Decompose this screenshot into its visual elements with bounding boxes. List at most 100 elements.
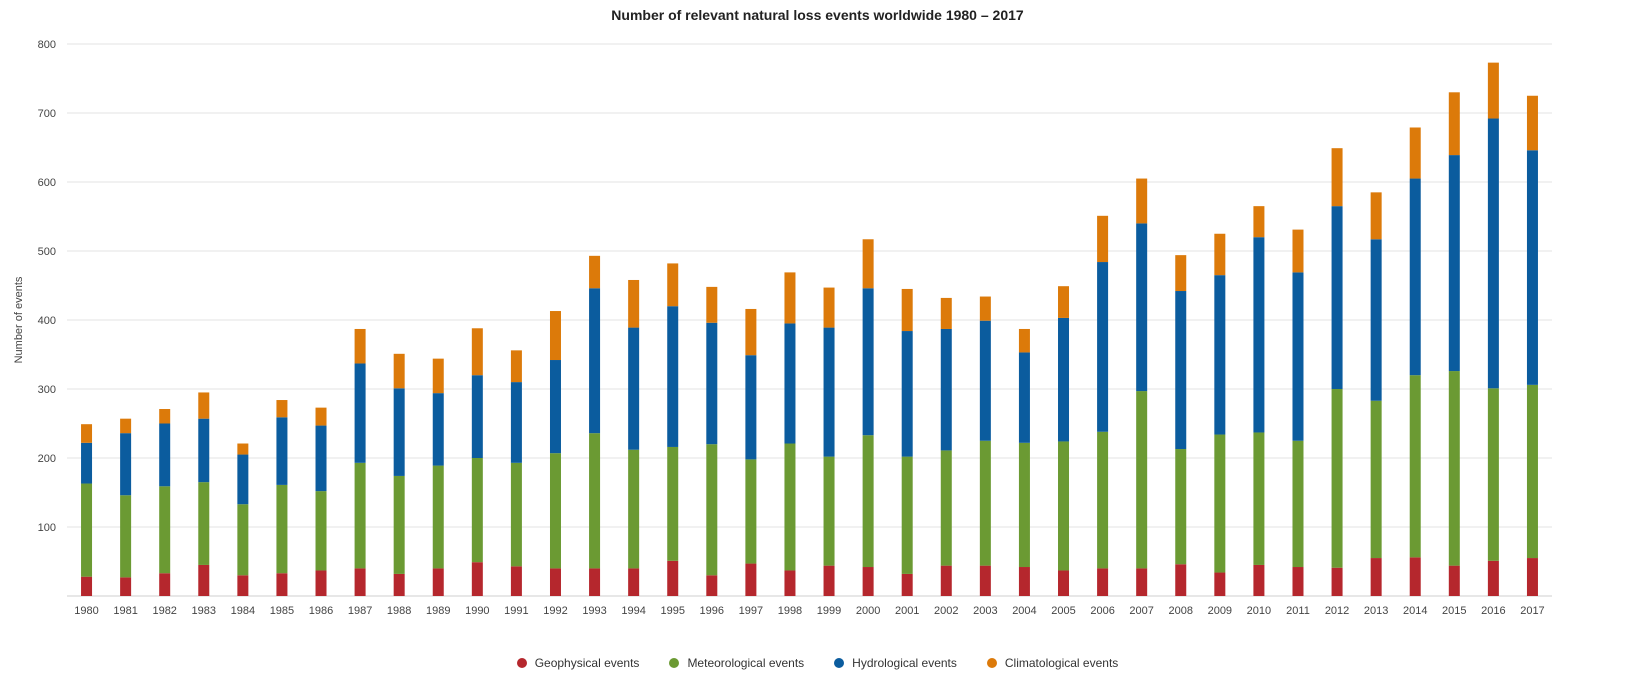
- bar-geophysical-events-1988: [393, 573, 405, 596]
- bar-climatological-events-2010: [1253, 206, 1265, 238]
- y-axis-title: Number of events: [13, 276, 25, 363]
- bar-climatological-events-2011: [1292, 229, 1304, 273]
- bar-climatological-events-2009: [1214, 233, 1226, 276]
- bar-geophysical-events-2000: [862, 567, 874, 596]
- x-tick-label: 2016: [1481, 605, 1505, 617]
- bar-meteorological-events-2016: [1487, 388, 1499, 561]
- bar-hydrological-events-1996: [706, 322, 718, 445]
- bar-geophysical-events-1983: [198, 564, 210, 596]
- x-tick-label: 2005: [1051, 605, 1075, 617]
- legend-label: Geophysical events: [534, 656, 640, 670]
- bar-geophysical-events-2004: [1018, 567, 1030, 596]
- x-tick-label: 1998: [778, 605, 802, 617]
- x-tick-label: 2015: [1442, 605, 1466, 617]
- bar-geophysical-events-2003: [979, 565, 991, 596]
- bar-climatological-events-2008: [1175, 255, 1187, 292]
- bar-climatological-events-1997: [745, 308, 757, 356]
- x-tick-label: 1999: [817, 605, 841, 617]
- x-tick-label: 2007: [1129, 605, 1153, 617]
- bar-meteorological-events-1994: [628, 449, 640, 569]
- bar-hydrological-events-2011: [1292, 272, 1304, 441]
- bar-geophysical-events-1992: [549, 568, 561, 596]
- bar-hydrological-events-2004: [1018, 352, 1030, 443]
- legend-item-climatological-events[interactable]: Climatological events: [986, 656, 1119, 670]
- bar-geophysical-events-1994: [628, 568, 640, 596]
- bar-geophysical-events-2002: [940, 565, 952, 596]
- legend-item-hydrological-events[interactable]: Hydrological events: [834, 656, 957, 670]
- bar-climatological-events-1985: [276, 400, 288, 418]
- bar-climatological-events-1981: [120, 418, 132, 434]
- bar-geophysical-events-2006: [1097, 568, 1109, 596]
- bar-meteorological-events-1995: [667, 446, 679, 561]
- bar-meteorological-events-1980: [81, 483, 93, 577]
- bar-climatological-events-2005: [1058, 286, 1070, 318]
- bar-geophysical-events-2011: [1292, 567, 1304, 596]
- bar-meteorological-events-2011: [1292, 440, 1304, 568]
- bar-geophysical-events-2013: [1370, 558, 1382, 596]
- bar-climatological-events-2002: [940, 297, 952, 329]
- legend-label: Climatological events: [1004, 656, 1119, 670]
- legend-marker: [516, 658, 527, 668]
- bar-meteorological-events-1996: [706, 444, 718, 576]
- bar-hydrological-events-2009: [1214, 275, 1226, 435]
- bar-meteorological-events-2015: [1448, 371, 1460, 566]
- x-tick-label: 1986: [309, 605, 333, 617]
- x-tick-label: 1985: [270, 605, 294, 617]
- bar-geophysical-events-1981: [120, 577, 132, 596]
- bar-geophysical-events-2008: [1175, 564, 1187, 596]
- x-tick-label: 1982: [152, 605, 176, 617]
- bar-climatological-events-2015: [1448, 92, 1460, 156]
- bar-meteorological-events-1998: [784, 443, 796, 571]
- stacked-bar-chart: 100 200 300 400 500 600 700 800 Number of events…: [13, 39, 1552, 617]
- bar-geophysical-events-1995: [667, 560, 679, 596]
- x-tick-label: 1996: [700, 605, 724, 617]
- x-tick-label: 2002: [934, 605, 958, 617]
- bar-meteorological-events-1999: [823, 456, 835, 566]
- bar-climatological-events-1983: [198, 392, 210, 419]
- bar-hydrological-events-1994: [628, 327, 640, 450]
- bar-hydrological-events-1984: [237, 454, 249, 505]
- bar-climatological-events-1980: [81, 424, 93, 443]
- y-tick-label: 600: [38, 177, 56, 189]
- legend-item-geophysical-events[interactable]: Geophysical events: [516, 656, 640, 670]
- bar-hydrological-events-1989: [432, 393, 444, 466]
- x-tick-label: 2017: [1520, 605, 1544, 617]
- bar-geophysical-events-2015: [1448, 565, 1460, 596]
- bar-climatological-events-1995: [667, 263, 679, 307]
- bar-hydrological-events-2000: [862, 288, 874, 436]
- bar-meteorological-events-1992: [549, 453, 561, 569]
- bar-geophysical-events-2014: [1409, 557, 1421, 596]
- bar-hydrological-events-1981: [120, 433, 132, 496]
- bar-climatological-events-2000: [862, 239, 874, 289]
- bar-meteorological-events-2010: [1253, 432, 1265, 565]
- bar-meteorological-events-2002: [940, 450, 952, 566]
- bar-climatological-events-2012: [1331, 148, 1343, 207]
- bar-hydrological-events-2006: [1097, 262, 1109, 432]
- y-tick-label: 300: [38, 384, 56, 396]
- x-tick-label: 1995: [660, 605, 684, 617]
- bar-meteorological-events-1986: [315, 491, 327, 571]
- bar-geophysical-events-1996: [706, 575, 718, 596]
- bar-meteorological-events-2017: [1526, 384, 1538, 559]
- bar-geophysical-events-1980: [81, 576, 93, 596]
- bar-hydrological-events-1987: [354, 363, 366, 463]
- y-tick-label: 800: [38, 39, 56, 51]
- bar-geophysical-events-1984: [237, 575, 249, 596]
- bar-climatological-events-2006: [1097, 215, 1109, 263]
- bar-hydrological-events-2017: [1526, 150, 1538, 385]
- bar-climatological-events-2014: [1409, 127, 1421, 179]
- bar-hydrological-events-1997: [745, 355, 757, 460]
- bar-meteorological-events-2013: [1370, 400, 1382, 559]
- bar-hydrological-events-2013: [1370, 239, 1382, 401]
- bar-meteorological-events-2000: [862, 435, 874, 568]
- bar-hydrological-events-1990: [471, 375, 483, 458]
- bar-hydrological-events-1982: [159, 423, 171, 487]
- bar-meteorological-events-2004: [1018, 442, 1030, 568]
- x-tick-label: 2001: [895, 605, 919, 617]
- bar-climatological-events-1993: [589, 255, 601, 289]
- legend-item-meteorological-events[interactable]: Meteorological events: [669, 656, 804, 670]
- bar-climatological-events-1989: [432, 358, 444, 394]
- bar-hydrological-events-1983: [198, 418, 210, 483]
- bar-climatological-events-1992: [549, 311, 561, 361]
- bar-hydrological-events-1995: [667, 306, 679, 447]
